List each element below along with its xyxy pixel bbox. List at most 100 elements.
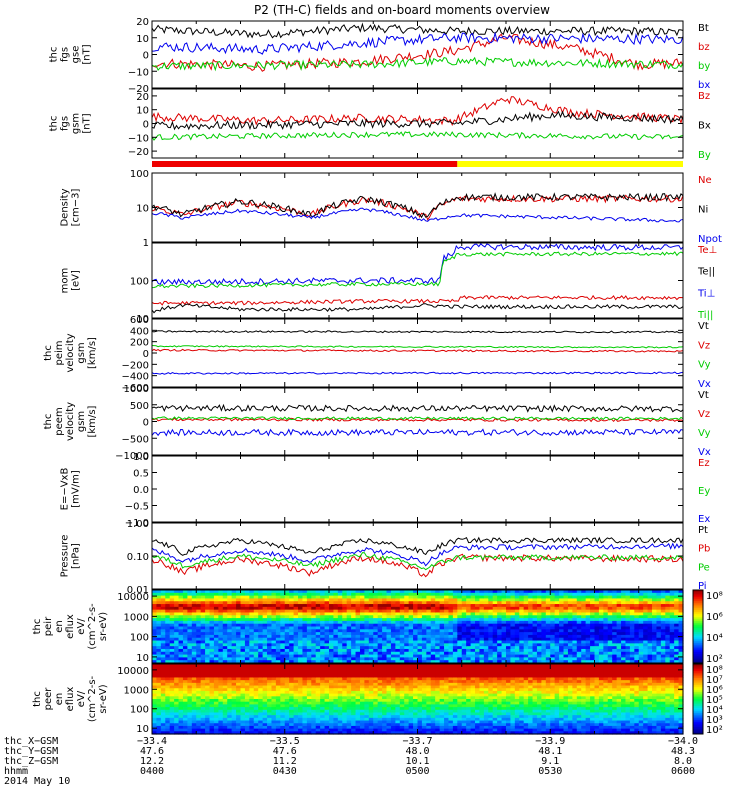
spectrogram-cell <box>439 623 445 628</box>
spectrogram-cell <box>280 648 286 653</box>
spectrogram-cell <box>187 701 193 705</box>
spectrogram-cell <box>430 643 436 647</box>
spectrogram-cell <box>510 618 516 622</box>
spectrogram-cell <box>262 626 268 630</box>
spectrogram-cell <box>559 618 565 622</box>
spectrogram-cell <box>205 666 211 670</box>
spectrogram-cell <box>275 707 281 711</box>
spectrogram-cell <box>572 651 578 656</box>
spectrogram-cell <box>364 715 370 719</box>
spectrogram-cell <box>218 693 224 697</box>
spectrogram-cell <box>470 620 476 625</box>
spectrogram-cell <box>351 634 357 639</box>
spectrogram-cell <box>607 618 613 622</box>
spectrogram-cell <box>275 595 281 600</box>
spectrogram-cell <box>629 643 635 647</box>
spectrogram-cell <box>674 598 680 602</box>
spectrogram-cell <box>289 666 295 670</box>
spectrogram-cell <box>550 606 556 611</box>
spectrogram-cell <box>532 634 538 639</box>
spectrogram-cell <box>466 657 472 661</box>
spectrogram-cell <box>169 648 175 653</box>
spectrogram-cell <box>218 674 224 679</box>
spectrogram-cell <box>205 629 211 633</box>
spectrogram-cell <box>152 688 158 692</box>
spectrogram-cell <box>674 612 680 616</box>
spectrogram-cell <box>333 651 339 656</box>
spectrogram-cell <box>550 629 556 633</box>
spectrogram-cell <box>244 701 250 705</box>
spectrogram-cell <box>346 696 352 700</box>
spectrogram-cell <box>395 654 401 658</box>
y-tick-label: 20 <box>136 17 149 28</box>
spectrogram-cell <box>311 707 317 711</box>
spectrogram-cell <box>359 688 365 692</box>
spectrogram-cell <box>448 604 454 608</box>
spectrogram-cell <box>275 623 281 628</box>
spectrogram-cell <box>634 626 640 630</box>
spectrogram-cell <box>368 715 374 719</box>
spectrogram-cell <box>510 637 516 642</box>
spectrogram-cell <box>475 660 481 664</box>
spectrogram-cell <box>222 646 228 650</box>
spectrogram-cell <box>196 657 202 661</box>
spectrogram-cell <box>426 595 432 600</box>
spectrogram-cell <box>603 651 609 656</box>
spectrogram-cell <box>625 629 631 633</box>
spectrogram-cell <box>200 715 206 719</box>
spectrogram-cell <box>550 604 556 608</box>
spectrogram-cell <box>368 696 374 700</box>
spectrogram-cell <box>373 666 379 670</box>
spectrogram-cell <box>302 609 308 614</box>
spectrogram-cell <box>483 643 489 647</box>
spectrogram-cell <box>306 646 312 650</box>
spectrogram-cell <box>236 590 242 594</box>
spectrogram-cell <box>346 601 352 605</box>
spectrogram-cell <box>160 634 166 639</box>
colorbar-band <box>693 650 703 653</box>
spectrogram-cell <box>267 626 273 630</box>
spectrogram-cell <box>284 657 290 661</box>
spectrogram-cell <box>452 620 458 625</box>
y-axis-label: peir <box>43 616 54 636</box>
spectrogram-cell <box>404 623 410 628</box>
spectrogram-cell <box>218 685 224 689</box>
spectrogram-cell <box>311 712 317 716</box>
spectrogram-cell <box>222 723 228 727</box>
spectrogram-cell <box>395 637 401 642</box>
spectrogram-cell <box>236 685 242 689</box>
spectrogram-cell <box>373 672 379 676</box>
spectrogram-cell <box>359 623 365 628</box>
spectrogram-cell <box>236 720 242 724</box>
spectrogram-cell <box>483 660 489 664</box>
spectrogram-cell <box>492 606 498 611</box>
spectrogram-cell <box>364 637 370 642</box>
spectrogram-cell <box>280 685 286 689</box>
spectrogram-cell <box>417 604 423 608</box>
spectrogram-cell <box>665 640 671 644</box>
spectrogram-cell <box>598 620 604 625</box>
spectrogram-cell <box>572 620 578 625</box>
spectrogram-cell <box>293 715 299 719</box>
spectrogram-cell <box>258 606 264 611</box>
spectrogram-cell <box>284 618 290 622</box>
spectrogram-cell <box>333 682 339 687</box>
spectrogram-cell <box>240 590 246 594</box>
spectrogram-cell <box>510 620 516 625</box>
spectrogram-cell <box>510 657 516 661</box>
spectrogram-cell <box>169 592 175 597</box>
spectrogram-cell <box>169 717 175 722</box>
spectrogram-cell <box>594 651 600 656</box>
spectrogram-cell <box>196 632 202 636</box>
spectrogram-cell <box>236 717 242 722</box>
spectrogram-cell <box>320 725 326 730</box>
spectrogram-cell <box>218 595 224 600</box>
spectrogram-cell <box>187 720 193 724</box>
spectrogram-cell <box>674 646 680 650</box>
spectrogram-cell <box>156 725 162 730</box>
spectrogram-cell <box>205 664 211 668</box>
spectrogram-cell <box>581 640 587 644</box>
spectrogram-cell <box>231 612 237 616</box>
spectrogram-cell <box>643 643 649 647</box>
spectrogram-cell <box>479 632 485 636</box>
